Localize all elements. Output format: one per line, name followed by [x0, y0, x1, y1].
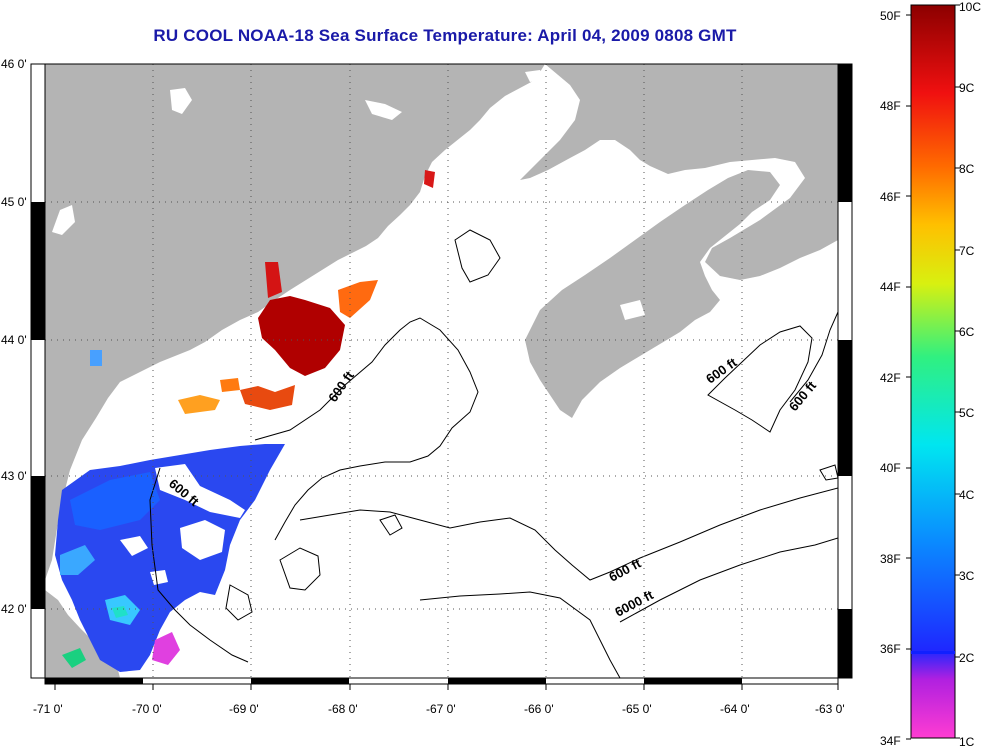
lon-tick-label: -64 0'	[720, 702, 750, 716]
tick-marks	[54, 684, 839, 690]
colorbar-f-label: 48F	[880, 99, 901, 113]
map-frame-scale-bar	[30, 63, 853, 685]
celsius-labels: 10C 9C 8C 7C 6C 5C 4C 3C 2C 1C	[959, 0, 981, 749]
lon-tick-label: -66 0'	[524, 702, 554, 716]
contour-600ft	[254, 317, 479, 541]
cloud-gap	[120, 536, 148, 556]
colorbar-f-label: 36F	[880, 642, 901, 656]
colorbar-c-label: 3C	[959, 569, 975, 583]
lon-tick-label: -71 0'	[33, 702, 63, 716]
lon-tick-label: -63 0'	[815, 702, 845, 716]
lake	[170, 88, 192, 114]
sst-warm-patch	[220, 378, 240, 392]
colorbar-c-label: 4C	[959, 488, 975, 502]
lon-tick-label: -67 0'	[426, 702, 456, 716]
longitude-labels: -71 0' -70 0' -69 0' -68 0' -67 0' -66 0…	[33, 702, 845, 716]
lat-tick-label: 44 0'	[1, 333, 27, 347]
contour-600ft	[707, 325, 813, 433]
sst-cold-area	[60, 545, 95, 575]
colorbar-c-label: 8C	[959, 162, 975, 176]
colorbar-c-label: 9C	[959, 81, 975, 95]
colorbar-f-label: 34F	[880, 734, 901, 748]
sst-warm-patch	[240, 385, 295, 410]
latitude-labels: 46 0' 45 0' 44 0' 43 0' 42 0'	[1, 57, 27, 616]
graticule	[45, 64, 838, 678]
lake	[620, 300, 645, 320]
lat-tick-label: 45 0'	[1, 195, 27, 209]
lake	[525, 70, 545, 82]
contour-600ft	[225, 584, 253, 621]
sst-cold-area	[62, 648, 86, 668]
colorbar-f-label: 40F	[880, 461, 901, 475]
sst-warm-patch	[424, 170, 435, 188]
bay-of-fundy-channel	[510, 232, 612, 305]
colorbar-f-label: 50F	[880, 9, 901, 23]
contour-600ft	[819, 464, 838, 481]
sst-very-cold-patch	[152, 632, 180, 665]
colorbar-c-label: 6C	[959, 325, 975, 339]
colorbar-c-label: 5C	[959, 406, 975, 420]
cloud-gap	[155, 464, 245, 518]
sst-warm-patch	[258, 296, 345, 376]
lat-tick-label: 42 0'	[1, 602, 27, 616]
land-new-england	[45, 64, 545, 580]
sst-warm-patch	[265, 262, 282, 298]
colorbar-f-label: 42F	[880, 371, 901, 385]
sst-warm-patch	[338, 280, 378, 318]
colorbar-f-label: 44F	[880, 280, 901, 294]
lon-tick-label: -69 0'	[229, 702, 259, 716]
lon-tick-label: -70 0'	[132, 702, 162, 716]
lake	[365, 100, 402, 120]
contour-600ft	[454, 229, 501, 283]
colorbar-c-label: 7C	[959, 244, 975, 258]
sst-cold-area	[90, 350, 102, 366]
colorbar-f-label: 46F	[880, 190, 901, 204]
contour-600ft	[789, 311, 838, 403]
lon-tick-label: -65 0'	[622, 702, 652, 716]
contour-600ft	[379, 514, 403, 536]
lake	[52, 205, 75, 235]
lon-tick-label: -68 0'	[328, 702, 358, 716]
contour-6000ft	[419, 591, 621, 678]
contour-600ft	[149, 467, 249, 663]
colorbar-bar	[910, 4, 956, 739]
temperature-colorbar: 50F 48F 46F 44F 42F 40F 38F 36F 34F 10C …	[880, 0, 981, 749]
land-new-brunswick	[520, 64, 838, 280]
sst-warm-patch	[178, 395, 220, 414]
fahrenheit-labels: 50F 48F 46F 44F 42F 40F 38F 36F 34F	[880, 9, 901, 748]
lat-tick-label: 46 0'	[1, 57, 27, 71]
bathymetry-contours	[149, 229, 838, 678]
colorbar-f-label: 38F	[880, 552, 901, 566]
colorbar-c-label: 2C	[959, 651, 975, 665]
cloud-gap	[180, 520, 225, 560]
land-nova-scotia	[525, 170, 780, 418]
colorbar-c-label: 1C	[959, 735, 975, 749]
cloud-gap	[150, 570, 168, 585]
contour-6000ft	[619, 537, 838, 623]
colorbar-c-label: 10C	[959, 0, 981, 14]
contour-600ft	[299, 487, 838, 581]
lat-tick-label: 43 0'	[1, 469, 27, 483]
colorbar-band	[911, 651, 955, 654]
colorbar-ticks	[906, 4, 960, 740]
map-title: RU COOL NOAA-18 Sea Surface Temperature:…	[153, 26, 737, 45]
sst-cold-area	[70, 472, 160, 530]
contour-600ft	[279, 547, 321, 591]
